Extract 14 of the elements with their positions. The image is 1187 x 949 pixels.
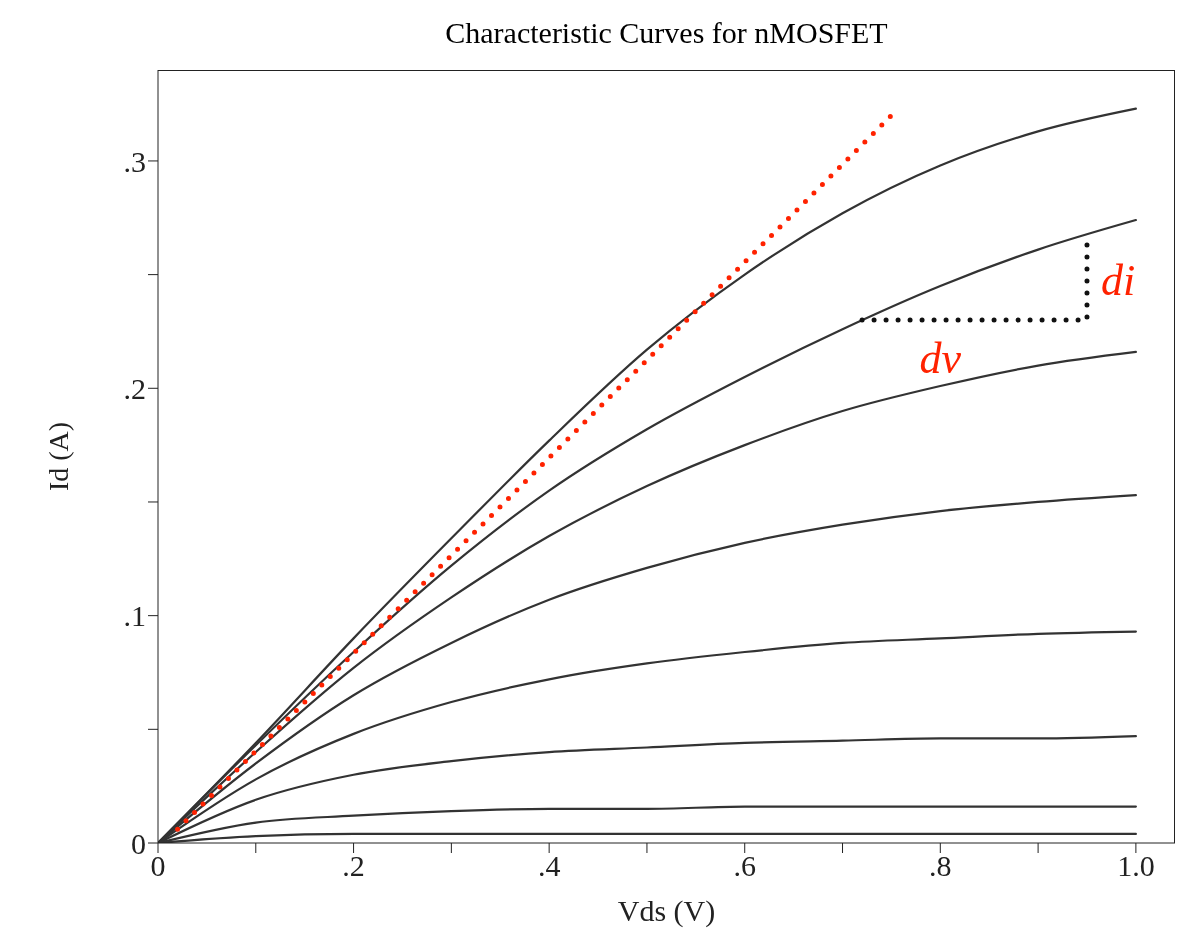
x-tick-label: .8 (929, 849, 952, 883)
x-axis-title: Vds (V) (617, 894, 716, 928)
x-tick-label: 1.0 (1117, 849, 1155, 883)
y-tick-label: .3 (123, 144, 146, 178)
annotation: di (1100, 255, 1136, 305)
x-tick-label: .2 (342, 849, 365, 883)
chart-title: Characteristic Curves for nMOSFET (444, 15, 889, 51)
x-tick-label: .4 (537, 849, 561, 883)
y-tick-label: .2 (123, 371, 146, 405)
y-tick-label: .1 (123, 599, 146, 633)
y-tick-label: 0 (131, 826, 146, 860)
y-axis-title: Id (A) (42, 421, 74, 492)
x-tick-label: .6 (733, 849, 756, 883)
annotation: dv (919, 334, 962, 384)
